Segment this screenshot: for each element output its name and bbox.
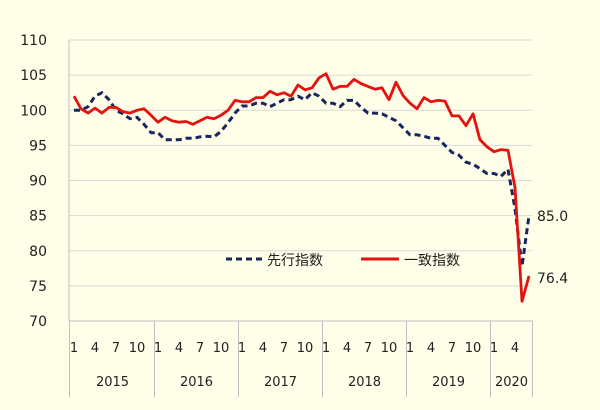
x-tick-label: 10	[381, 341, 398, 356]
y-tick-label: 70	[29, 314, 47, 330]
x-tick-label: 7	[280, 341, 288, 356]
x-tick-label: 4	[343, 341, 351, 356]
x-tick-label: 4	[511, 341, 519, 356]
x-tick-label: 1	[406, 341, 414, 356]
x-tick-label: 4	[259, 341, 267, 356]
y-tick-label: 100	[20, 103, 47, 119]
x-tick-label: 10	[213, 341, 230, 356]
y-tick-label: 75	[29, 279, 47, 295]
y-tick-label: 85	[29, 209, 47, 225]
series-lines	[72, 72, 531, 303]
end-value-label: 76.4	[537, 271, 568, 287]
y-tick-label: 90	[29, 174, 47, 190]
x-tick-label: 1	[490, 341, 498, 356]
year-label: 2016	[180, 375, 213, 390]
year-label: 2017	[264, 375, 297, 390]
x-tick-label: 10	[465, 341, 482, 356]
y-tick-label: 105	[20, 68, 47, 84]
legend-label: 一致指数	[404, 253, 460, 269]
end-value-labels: 85.0 76.4	[537, 209, 568, 287]
y-axis: 70 75 80 85 90 95 100 105 110	[20, 33, 70, 330]
series-line-leading-index	[74, 91, 531, 268]
x-tick-label: 4	[427, 341, 435, 356]
x-tick-label: 1	[238, 341, 246, 356]
x-tick-label: 4	[91, 341, 99, 356]
legend-label: 先行指数	[267, 253, 323, 269]
y-tick-label: 110	[20, 33, 47, 49]
x-tick-label: 1	[322, 341, 330, 356]
legend: 先行指数 一致指数	[226, 253, 460, 269]
y-tick-label: 80	[29, 244, 47, 260]
x-tick-label: 7	[112, 341, 120, 356]
x-tick-label: 1	[154, 341, 162, 356]
year-label: 2020	[495, 375, 528, 390]
x-tick-label: 10	[129, 341, 146, 356]
series-line-coincident-index	[72, 72, 531, 303]
end-value-label: 85.0	[537, 209, 568, 225]
year-label: 2019	[432, 375, 465, 390]
x-tick-label: 4	[175, 341, 183, 356]
x-tick-label: 1	[70, 341, 78, 356]
y-tick-label: 95	[29, 138, 47, 154]
x-tick-label: 10	[297, 341, 314, 356]
gridlines	[69, 39, 532, 322]
x-tick-label: 7	[364, 341, 372, 356]
x-tick-label: 7	[196, 341, 204, 356]
year-label: 2015	[96, 375, 129, 390]
year-label: 2018	[348, 375, 381, 390]
x-tick-label: 7	[448, 341, 456, 356]
